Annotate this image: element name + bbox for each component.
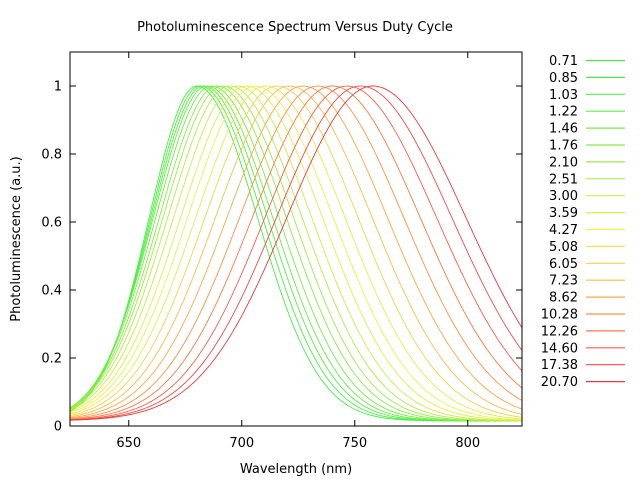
- series-line-14.60: [69, 85, 523, 421]
- series-line-1.03: [69, 85, 522, 422]
- legend-label-2.10: 2.10: [549, 155, 578, 170]
- legend-label-0.85: 0.85: [549, 71, 578, 86]
- series-line-0.71: [69, 85, 522, 422]
- series-line-1.76: [69, 85, 523, 422]
- y-tick-label-5: 1: [54, 80, 62, 95]
- series-line-12.26: [69, 85, 523, 420]
- series-line-3.59: [69, 85, 523, 421]
- x-tick-label-800: 800: [455, 436, 480, 451]
- series-line-6.05: [69, 85, 523, 418]
- series-line-8.62: [69, 85, 523, 419]
- legend-label-7.23: 7.23: [549, 274, 578, 289]
- legend-label-1.03: 1.03: [549, 88, 578, 103]
- legend-label-1.46: 1.46: [549, 122, 578, 137]
- series-line-17.38: [69, 85, 523, 421]
- y-tick-label-2: 0.4: [41, 284, 62, 299]
- series-line-2.51: [69, 85, 523, 422]
- legend-label-6.05: 6.05: [549, 257, 578, 272]
- series-line-4.27: [69, 85, 523, 421]
- series-line-1.46: [69, 85, 522, 422]
- series-line-1.22: [69, 85, 522, 422]
- y-axis-title: Photoluminescence (a.u.): [9, 156, 24, 322]
- x-tick-label-650: 650: [116, 436, 141, 451]
- legend-label-4.27: 4.27: [549, 223, 578, 238]
- legend-label-0.71: 0.71: [549, 54, 578, 69]
- series-line-7.23: [69, 85, 523, 418]
- legend-label-2.51: 2.51: [549, 172, 578, 187]
- legend-label-17.38: 17.38: [541, 358, 578, 373]
- plot-frame: [69, 51, 523, 427]
- series-line-20.70: [69, 85, 523, 421]
- legend-label-1.76: 1.76: [549, 139, 578, 154]
- legend-label-3.00: 3.00: [549, 189, 578, 204]
- x-tick-label-700: 700: [229, 436, 254, 451]
- series-layer: [69, 85, 523, 422]
- chart-title: Photoluminescence Spectrum Versus Duty C…: [137, 20, 453, 35]
- y-tick-label-4: 0.8: [41, 148, 62, 163]
- legend-label-14.60: 14.60: [541, 341, 578, 356]
- series-line-0.85: [69, 85, 522, 422]
- legend-label-10.28: 10.28: [541, 308, 578, 323]
- series-line-5.08: [69, 85, 523, 420]
- legend-label-20.70: 20.70: [541, 375, 578, 390]
- series-line-10.28: [69, 85, 523, 420]
- legend-label-1.22: 1.22: [549, 105, 578, 120]
- legend-label-3.59: 3.59: [549, 206, 578, 221]
- y-tick-label-1: 0.2: [41, 352, 62, 367]
- legend-label-12.26: 12.26: [541, 324, 578, 339]
- y-tick-label-0: 0: [54, 420, 62, 435]
- legend-label-8.62: 8.62: [549, 291, 578, 306]
- series-line-3.00: [69, 85, 523, 422]
- axes-layer: 650 700 750 800 0 0.2 0.4 0.6 0.8 1: [41, 52, 522, 451]
- x-axis-title: Wavelength (nm): [240, 462, 352, 477]
- x-tick-label-750: 750: [342, 436, 367, 451]
- legend-label-5.08: 5.08: [549, 240, 578, 255]
- y-tick-label-3: 0.6: [41, 216, 62, 231]
- series-line-2.10: [69, 85, 523, 422]
- legend: 0.71 0.85 1.03 1.22 1.46 1.762.10 2.51 3.00 3.59…: [541, 54, 625, 390]
